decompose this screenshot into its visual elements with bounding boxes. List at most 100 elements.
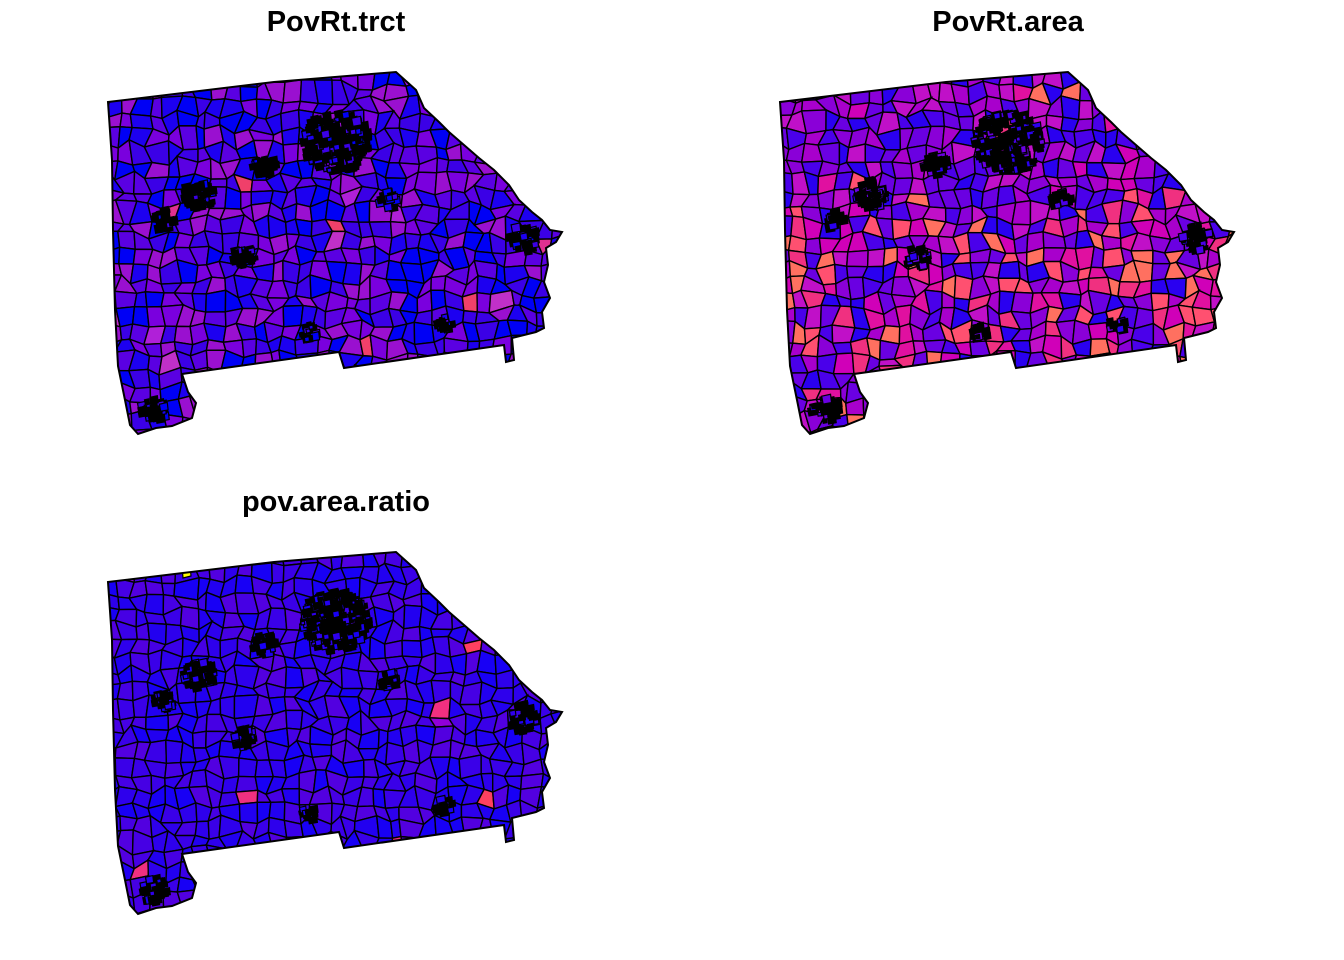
tract-polygon	[874, 415, 899, 430]
tract-polygon	[569, 681, 574, 701]
urban-tract	[192, 193, 200, 201]
tract-polygon	[940, 415, 957, 431]
tract-polygon	[460, 365, 485, 388]
tract-polygon	[522, 155, 541, 181]
tract-polygon	[565, 562, 574, 580]
tract-polygon	[568, 892, 574, 912]
urban-tract	[301, 607, 313, 619]
tract-polygon	[566, 156, 574, 171]
tract-polygon	[1211, 320, 1229, 344]
urban-tract	[822, 418, 828, 424]
tract-polygon	[845, 143, 866, 164]
tract-polygon	[549, 723, 562, 750]
tract-polygon	[266, 424, 291, 434]
tract-polygon	[503, 127, 530, 146]
tract-polygon	[422, 878, 433, 896]
tract-polygon	[1131, 409, 1154, 429]
urban-tract	[315, 150, 322, 158]
urban-tract	[1019, 134, 1028, 143]
tract-polygon	[255, 911, 275, 914]
tract-polygon	[970, 355, 992, 375]
tract-polygon	[568, 910, 574, 920]
tract-polygon	[489, 892, 512, 911]
tract-polygon	[1045, 365, 1067, 391]
tract-polygon	[114, 290, 138, 310]
tract-polygon	[520, 845, 544, 867]
tract-polygon	[108, 904, 119, 914]
choropleth-svg	[106, 550, 574, 920]
tract-polygon	[539, 108, 556, 127]
urban-tract	[1035, 128, 1043, 137]
tract-polygon	[567, 372, 574, 390]
tract-polygon	[527, 110, 542, 130]
tract-polygon	[568, 279, 574, 294]
tract-polygon	[449, 382, 465, 406]
tract-polygon	[496, 84, 511, 104]
tract-polygon	[566, 671, 574, 685]
tract-polygon	[476, 860, 496, 880]
tract-polygon	[220, 426, 241, 434]
tract-polygon	[548, 411, 562, 430]
tract-polygon	[1222, 125, 1234, 150]
tract-polygon	[570, 70, 574, 90]
tract-polygon	[554, 843, 562, 870]
tract-polygon	[429, 888, 454, 911]
tract-polygon	[550, 638, 562, 662]
tract-polygon	[309, 411, 336, 428]
urban-tract	[446, 806, 455, 814]
tract-polygon	[951, 393, 975, 417]
tract-polygon	[1151, 409, 1172, 428]
tract-polygon	[565, 598, 574, 615]
tract-polygon	[533, 82, 557, 101]
tract-polygon	[533, 875, 559, 901]
tract-polygon	[1225, 305, 1234, 331]
tract-polygon	[863, 414, 886, 434]
tract-polygon	[159, 909, 184, 914]
urban-tract	[352, 159, 360, 167]
tract-polygon	[1176, 156, 1199, 172]
tract-polygon	[1242, 366, 1246, 389]
tract-polygon	[444, 82, 467, 105]
tract-polygon	[219, 875, 244, 900]
tract-polygon	[218, 379, 239, 404]
urban-tract	[189, 681, 196, 689]
urban-tract	[992, 166, 999, 173]
tract-polygon	[549, 141, 562, 159]
urban-tract	[250, 738, 257, 745]
urban-tract	[385, 675, 393, 683]
tract-polygon	[278, 394, 301, 413]
urban-tract	[323, 598, 332, 608]
tract-polygon	[1161, 397, 1185, 414]
urban-tract	[383, 202, 393, 213]
tract-polygon	[505, 862, 526, 883]
tract-polygon	[472, 891, 500, 909]
tract-polygon	[1102, 368, 1126, 388]
tract-polygon	[477, 111, 495, 131]
tract-polygon	[233, 431, 256, 434]
tract-polygon	[568, 261, 574, 280]
tract-polygon	[383, 879, 406, 896]
urban-tract	[1115, 324, 1125, 334]
tract-polygon	[566, 246, 574, 265]
urban-tract	[198, 191, 206, 199]
tract-polygon	[307, 863, 330, 880]
tract-polygon	[550, 260, 562, 286]
tract-polygon	[521, 350, 541, 377]
tract-polygon	[1204, 395, 1233, 418]
tract-polygon	[534, 818, 555, 835]
tract-polygon	[475, 372, 500, 388]
tract-polygon	[1090, 384, 1111, 405]
tract-polygon	[343, 429, 361, 434]
tract-polygon	[803, 72, 824, 87]
urban-tract	[348, 643, 357, 652]
urban-tract	[1003, 166, 1011, 174]
tract-polygon	[550, 291, 562, 315]
tract-polygon	[431, 72, 455, 87]
tract-polygon	[572, 877, 574, 896]
tract-polygon	[475, 552, 500, 569]
tract-polygon	[281, 904, 298, 914]
tract-polygon	[1237, 72, 1246, 86]
tract-polygon	[550, 622, 562, 645]
tract-polygon	[488, 410, 514, 432]
tract-polygon	[193, 424, 213, 434]
